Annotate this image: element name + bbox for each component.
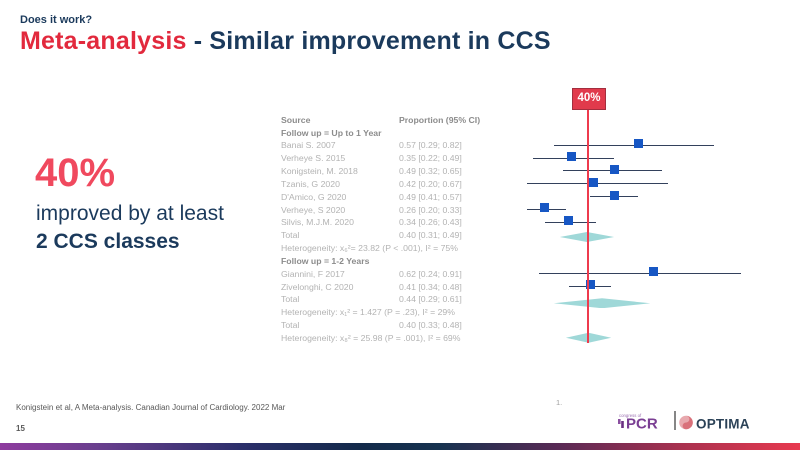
svg-text:OPTIMA: OPTIMA	[696, 417, 750, 432]
svg-text:PCR: PCR	[626, 416, 658, 433]
